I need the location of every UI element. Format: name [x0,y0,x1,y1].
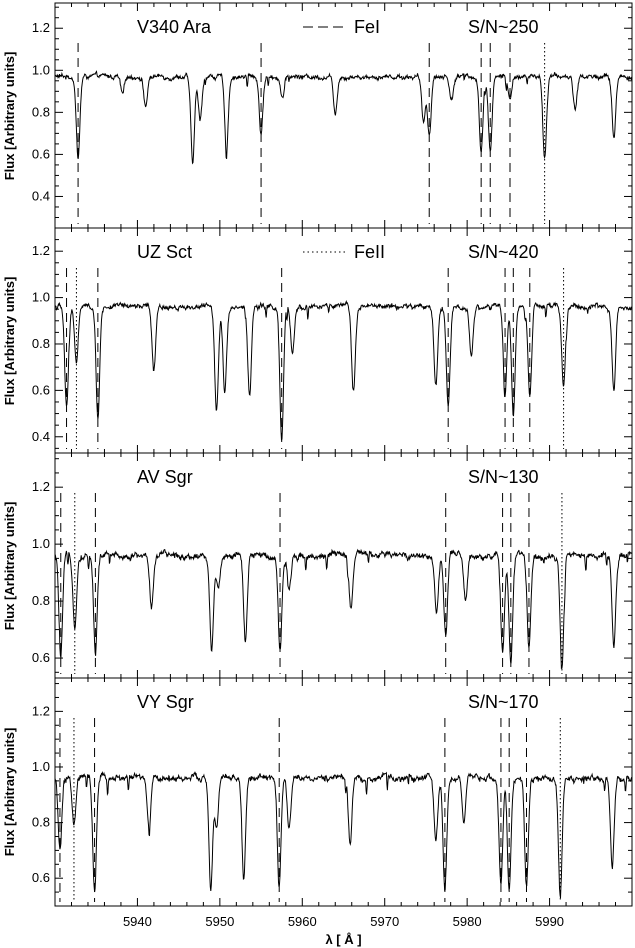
panel-2: 0.4 0.6 0.8 1.0 1.2 UZ Sct S/N~420 FeII [32,227,633,454]
y-axis-title: Flux [Arbitrary units] [2,502,17,631]
x-tick-label: 5960 [288,914,317,929]
y-tick-label: 0.8 [32,593,50,608]
snr-label: S/N~170 [468,692,539,712]
x-tick-label: 5990 [535,914,564,929]
y-tick-label: 1.0 [32,536,50,551]
y-tick-label: 0.8 [32,815,50,830]
spectrum-line [54,300,633,441]
star-name-label: AV Sgr [137,467,193,487]
y-tick-label: 1.2 [32,243,50,258]
panel-frame [54,677,633,907]
x-tick-label: 5980 [453,914,482,929]
y-tick-label: 1.0 [32,62,50,77]
snr-label: S/N~250 [468,17,539,37]
y-tick-label: 0.8 [32,336,50,351]
y-tick-label: 0.6 [32,382,50,397]
star-name-label: V340 Ara [137,17,212,37]
x-tick-label: 5970 [370,914,399,929]
spectrum-line [54,548,633,670]
y-tick-label: 0.4 [32,188,50,203]
y-tick-label: 0.6 [32,650,50,665]
x-tick-label: 5940 [123,914,152,929]
x-tick-label: 5950 [205,914,234,929]
y-axis-title: Flux [Arbitrary units] [2,277,17,406]
y-axis-title: Flux [Arbitrary units] [2,52,17,181]
star-name-label: VY Sgr [137,692,194,712]
y-tick-label: 0.6 [32,870,50,885]
spectrum-line [54,770,633,899]
spectrum-line [54,70,633,165]
legend-label: FeII [354,242,385,262]
panel-4: 0.6 0.8 1.0 1.2 VY Sgr S/N~170 [32,677,633,907]
x-axis-title: λ [ Å ] [325,932,361,947]
y-tick-label: 1.2 [32,703,50,718]
y-tick-label: 1.0 [32,759,50,774]
y-tick-label: 0.8 [32,104,50,119]
legend-label: FeI [354,17,380,37]
panel-3: 0.6 0.8 1.0 1.2 AV Sgr S/N~130 [32,452,633,679]
snr-label: S/N~130 [468,467,539,487]
y-tick-label: 1.0 [32,290,50,305]
y-tick-label: 0.4 [32,429,50,444]
star-name-label: UZ Sct [137,242,192,262]
y-axis-title: Flux [Arbitrary units] [2,728,17,857]
y-tick-label: 1.2 [32,20,50,35]
snr-label: S/N~420 [468,242,539,262]
panel-1: 0.4 0.6 0.8 1.0 1.2 V340 Ara S/N~250 FeI [32,2,633,229]
y-tick-label: 1.2 [32,479,50,494]
y-tick-label: 0.6 [32,146,50,161]
